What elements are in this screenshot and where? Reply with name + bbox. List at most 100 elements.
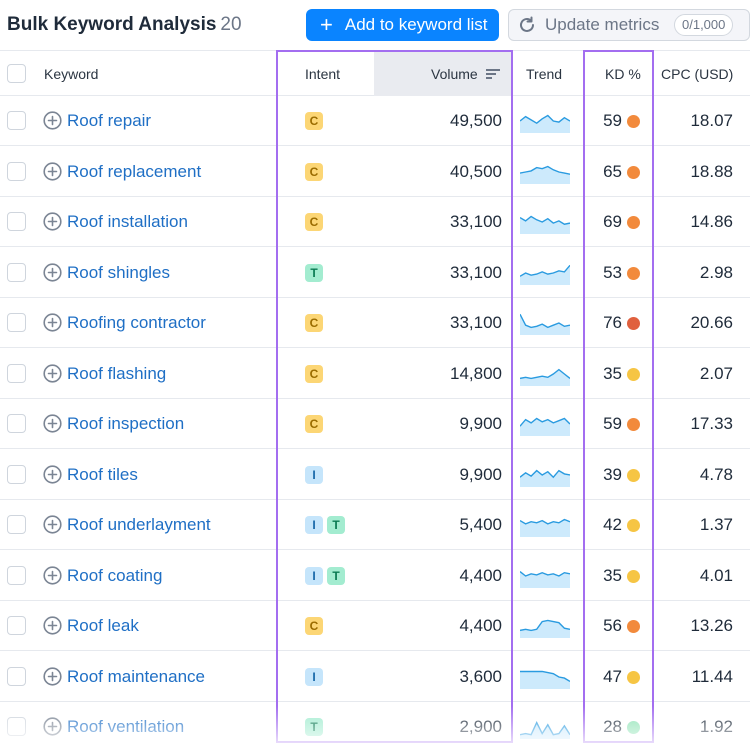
row-checkbox[interactable] (7, 263, 26, 282)
page-header: Bulk Keyword Analysis 20 + Add to keyword… (0, 0, 750, 50)
trend-sparkline (520, 313, 570, 335)
trend-sparkline (520, 670, 570, 689)
select-all-checkbox[interactable] (7, 64, 26, 83)
row-checkbox[interactable] (7, 566, 26, 585)
table-row: Roofing contractor C 33,100 76 20.66 (0, 298, 750, 348)
row-checkbox[interactable] (7, 111, 26, 130)
keyword-link[interactable]: Roof ventilation (67, 717, 185, 736)
trend-sparkline (520, 165, 570, 184)
cpc-value: 1.37 (699, 515, 733, 534)
table-row: Roof tiles I 9,900 39 4.78 (0, 450, 750, 500)
add-circle-icon[interactable] (43, 566, 62, 585)
keyword-link[interactable]: Roof repair (67, 111, 152, 130)
row-checkbox[interactable] (7, 414, 26, 433)
kd-value: 28 (603, 717, 622, 736)
row-checkbox[interactable] (7, 667, 26, 686)
row-checkbox[interactable] (7, 515, 26, 534)
intent-badge: C (305, 314, 323, 332)
intent-badges: T (305, 718, 323, 736)
add-circle-icon[interactable] (43, 313, 62, 332)
column-header-cpc[interactable]: CPC (USD) (661, 65, 734, 82)
keyword-link[interactable]: Roof tiles (67, 465, 138, 484)
kd-difficulty-dot (627, 570, 640, 583)
row-checkbox[interactable] (7, 313, 26, 332)
intent-badges: C (305, 365, 323, 383)
cpc-value: 4.78 (699, 465, 733, 484)
trend-sparkline (520, 720, 570, 739)
column-header-kd[interactable]: KD % (605, 65, 641, 82)
table-row: Roof flashing C 14,800 35 2.07 (0, 349, 750, 399)
add-to-keyword-list-label: Add to keyword list (344, 15, 488, 34)
keyword-link[interactable]: Roof replacement (67, 162, 202, 181)
intent-badges: C (305, 213, 323, 231)
trend-sparkline (520, 114, 570, 133)
column-header-volume[interactable]: Volume (431, 51, 500, 96)
trend-sparkline (520, 368, 570, 386)
kd-value: 76 (603, 313, 622, 332)
add-to-keyword-list-button[interactable]: + Add to keyword list (306, 9, 499, 41)
intent-badge: C (305, 213, 323, 231)
kd-value: 39 (603, 465, 622, 484)
table-row: Roof repair C 49,500 59 18.07 (0, 96, 750, 146)
keyword-link[interactable]: Roof installation (67, 212, 188, 231)
keyword-link[interactable]: Roofing contractor (67, 313, 206, 332)
intent-badge: C (305, 617, 323, 635)
keyword-link[interactable]: Roof coating (67, 566, 163, 585)
kd-value: 56 (603, 616, 622, 635)
sort-descending-icon[interactable] (485, 68, 500, 80)
keyword-link[interactable]: Roof shingles (67, 263, 171, 282)
row-checkbox[interactable] (7, 212, 26, 231)
add-circle-icon[interactable] (43, 667, 62, 686)
keyword-link[interactable]: Roof maintenance (67, 667, 205, 686)
keyword-count: 20 (220, 14, 242, 35)
trend-sparkline (520, 215, 570, 234)
add-circle-icon[interactable] (43, 465, 62, 484)
intent-badge: I (305, 668, 323, 686)
volume-value: 33,100 (450, 263, 502, 282)
kd-difficulty-dot (627, 368, 640, 381)
add-circle-icon[interactable] (43, 364, 62, 383)
add-circle-icon[interactable] (43, 616, 62, 635)
row-checkbox[interactable] (7, 616, 26, 635)
table-row: Roof leak C 4,400 56 13.26 (0, 601, 750, 651)
column-header-keyword[interactable]: Keyword (44, 65, 99, 82)
keyword-link[interactable]: Roof flashing (67, 364, 167, 383)
intent-badges: I (305, 668, 323, 686)
intent-badges: C (305, 415, 323, 433)
row-checkbox[interactable] (7, 364, 26, 383)
row-checkbox[interactable] (7, 717, 26, 736)
row-checkbox[interactable] (7, 162, 26, 181)
page-title-text: Bulk Keyword Analysis (7, 14, 217, 35)
kd-value: 42 (603, 515, 622, 534)
add-circle-icon[interactable] (43, 515, 62, 534)
intent-badge: I (305, 516, 323, 534)
keyword-link[interactable]: Roof leak (67, 616, 139, 635)
volume-value: 49,500 (450, 111, 502, 130)
keyword-link[interactable]: Roof underlayment (67, 515, 211, 534)
row-checkbox[interactable] (7, 465, 26, 484)
column-header-trend[interactable]: Trend (526, 65, 563, 82)
add-circle-icon[interactable] (43, 414, 62, 433)
volume-value: 9,900 (459, 465, 502, 484)
trend-sparkline (520, 571, 570, 588)
add-circle-icon[interactable] (43, 717, 62, 736)
update-metrics-button[interactable]: Update metrics 0/1,000 (508, 9, 750, 41)
add-circle-icon[interactable] (43, 212, 62, 231)
add-circle-icon[interactable] (43, 263, 62, 282)
intent-badges: C (305, 163, 323, 181)
kd-difficulty-dot (627, 166, 640, 179)
volume-value: 40,500 (450, 162, 502, 181)
kd-difficulty-dot (627, 469, 640, 482)
table-row: Roof shingles T 33,100 53 2.98 (0, 248, 750, 298)
add-circle-icon[interactable] (43, 111, 62, 130)
cpc-value: 14.86 (690, 212, 733, 231)
cpc-value: 20.66 (690, 313, 733, 332)
cpc-value: 2.98 (699, 263, 733, 282)
trend-sparkline (520, 469, 570, 487)
keyword-link[interactable]: Roof inspection (67, 414, 185, 433)
add-circle-icon[interactable] (43, 162, 62, 181)
trend-sparkline (520, 619, 570, 638)
column-header-intent[interactable]: Intent (305, 65, 341, 82)
